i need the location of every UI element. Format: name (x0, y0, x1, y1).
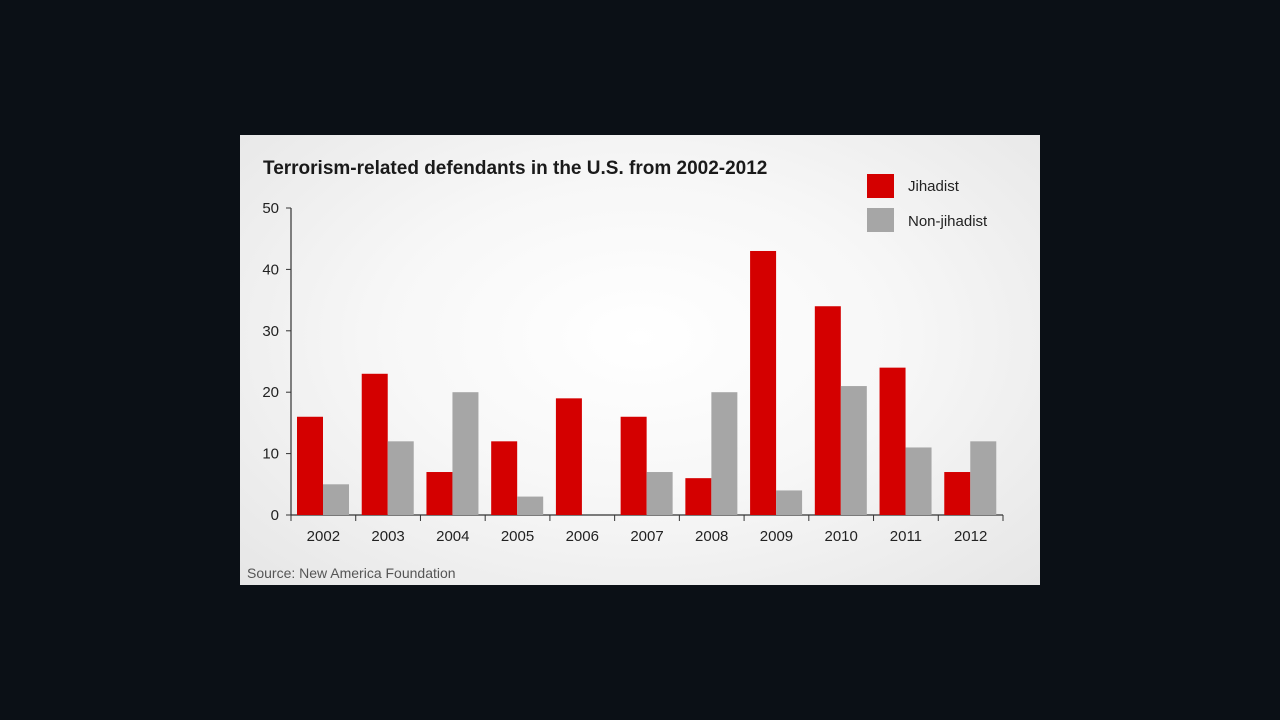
x-tick-label: 2011 (890, 528, 922, 545)
bar-jihadist-2006 (555, 398, 582, 515)
y-tick-label: 10 (262, 446, 279, 463)
legend: Jihadist Non-jihadist (867, 174, 988, 232)
x-axis: 2002 2003 2004 2005 2006 2007 2008 2009 2010 2011… (290, 514, 1004, 545)
y-tick-label: 20 (262, 384, 279, 401)
bar-jihadist-2002 (297, 416, 323, 515)
bar-non-jihadist-2008 (711, 392, 738, 515)
bars (297, 250, 997, 515)
bar-jihadist-2005 (491, 441, 518, 515)
bar-non-jihadist-2012 (970, 441, 997, 515)
legend-swatch-jihadist (867, 174, 894, 198)
x-tick-label: 2010 (824, 528, 857, 545)
x-tick-label: 2005 (501, 528, 534, 545)
bar-non-jihadist-2002 (323, 484, 349, 515)
chart-title: Terrorism-related defendants in the U.S.… (263, 158, 767, 179)
x-tick-label: 2009 (760, 528, 793, 545)
y-tick-label: 50 (262, 200, 279, 217)
source-note: Source: New America Foundation (247, 565, 456, 581)
bar-jihadist-2012 (944, 472, 971, 515)
x-tick-label: 2004 (436, 528, 469, 545)
bar-non-jihadist-2007 (646, 472, 673, 515)
legend-label-jihadist: Jihadist (908, 178, 960, 195)
chart-panel: Terrorism-related defendants in the U.S.… (240, 135, 1040, 585)
bar-non-jihadist-2004 (452, 392, 479, 515)
bar-jihadist-2008 (685, 478, 712, 515)
bar-jihadist-2009 (750, 250, 777, 515)
bar-non-jihadist-2005 (517, 496, 544, 515)
bar-non-jihadist-2010 (840, 386, 867, 515)
bar-jihadist-2004 (426, 472, 453, 515)
x-tick-label: 2012 (954, 528, 987, 545)
legend-swatch-non-jihadist (867, 208, 894, 232)
y-axis: 0 10 20 30 40 50 (262, 200, 292, 524)
bar-chart: Terrorism-related defendants in the U.S.… (247, 158, 1004, 581)
bar-jihadist-2010 (814, 306, 841, 515)
x-tick-label: 2006 (566, 528, 599, 545)
bar-jihadist-2003 (361, 373, 388, 515)
x-tick-label: 2002 (307, 528, 340, 545)
bar-non-jihadist-2011 (905, 447, 932, 515)
legend-label-non-jihadist: Non-jihadist (908, 213, 988, 230)
x-tick-label: 2007 (630, 528, 663, 545)
y-tick-label: 30 (262, 323, 279, 340)
x-tick-label: 2008 (695, 528, 728, 545)
y-tick-label: 40 (262, 261, 279, 278)
y-tick-label: 0 (271, 507, 279, 524)
x-tick-label: 2003 (371, 528, 404, 545)
bar-jihadist-2011 (879, 367, 906, 515)
bar-non-jihadist-2003 (387, 441, 414, 515)
bar-non-jihadist-2009 (776, 490, 803, 515)
bar-jihadist-2007 (620, 416, 647, 515)
